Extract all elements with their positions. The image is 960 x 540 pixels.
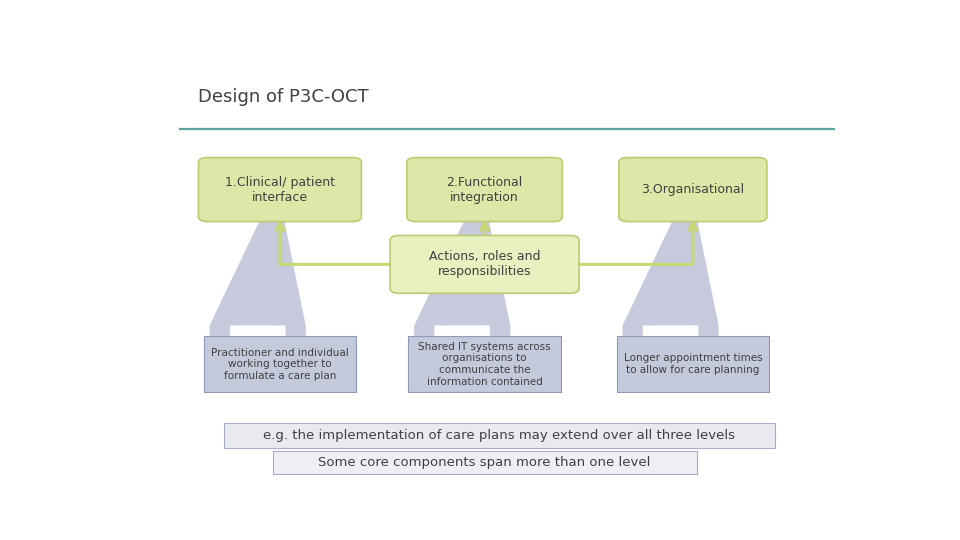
FancyBboxPatch shape — [273, 451, 697, 474]
FancyBboxPatch shape — [225, 423, 775, 448]
Text: Longer appointment times
to allow for care planning: Longer appointment times to allow for ca… — [624, 353, 762, 375]
Text: Practitioner and individual
working together to
formulate a care plan: Practitioner and individual working toge… — [211, 348, 348, 381]
Text: e.g. the implementation of care plans may extend over all three levels: e.g. the implementation of care plans ma… — [263, 429, 735, 442]
Text: Actions, roles and
responsibilities: Actions, roles and responsibilities — [429, 251, 540, 279]
Text: 3.Organisational: 3.Organisational — [641, 183, 744, 196]
FancyBboxPatch shape — [390, 235, 579, 293]
Polygon shape — [622, 217, 719, 336]
FancyBboxPatch shape — [619, 158, 767, 221]
Text: Shared IT systems across
organisations to
communicate the
information contained: Shared IT systems across organisations t… — [419, 342, 551, 387]
FancyBboxPatch shape — [408, 336, 561, 392]
Text: Some core components span more than one level: Some core components span more than one … — [319, 456, 651, 469]
Polygon shape — [209, 217, 306, 336]
FancyBboxPatch shape — [407, 158, 563, 221]
Text: 2.Functional
integration: 2.Functional integration — [446, 176, 522, 204]
FancyBboxPatch shape — [199, 158, 361, 221]
FancyBboxPatch shape — [616, 336, 769, 392]
Polygon shape — [414, 217, 511, 336]
Text: 1.Clinical/ patient
interface: 1.Clinical/ patient interface — [225, 176, 335, 204]
FancyBboxPatch shape — [204, 336, 356, 392]
Text: Design of P3C-OCT: Design of P3C-OCT — [198, 87, 369, 106]
